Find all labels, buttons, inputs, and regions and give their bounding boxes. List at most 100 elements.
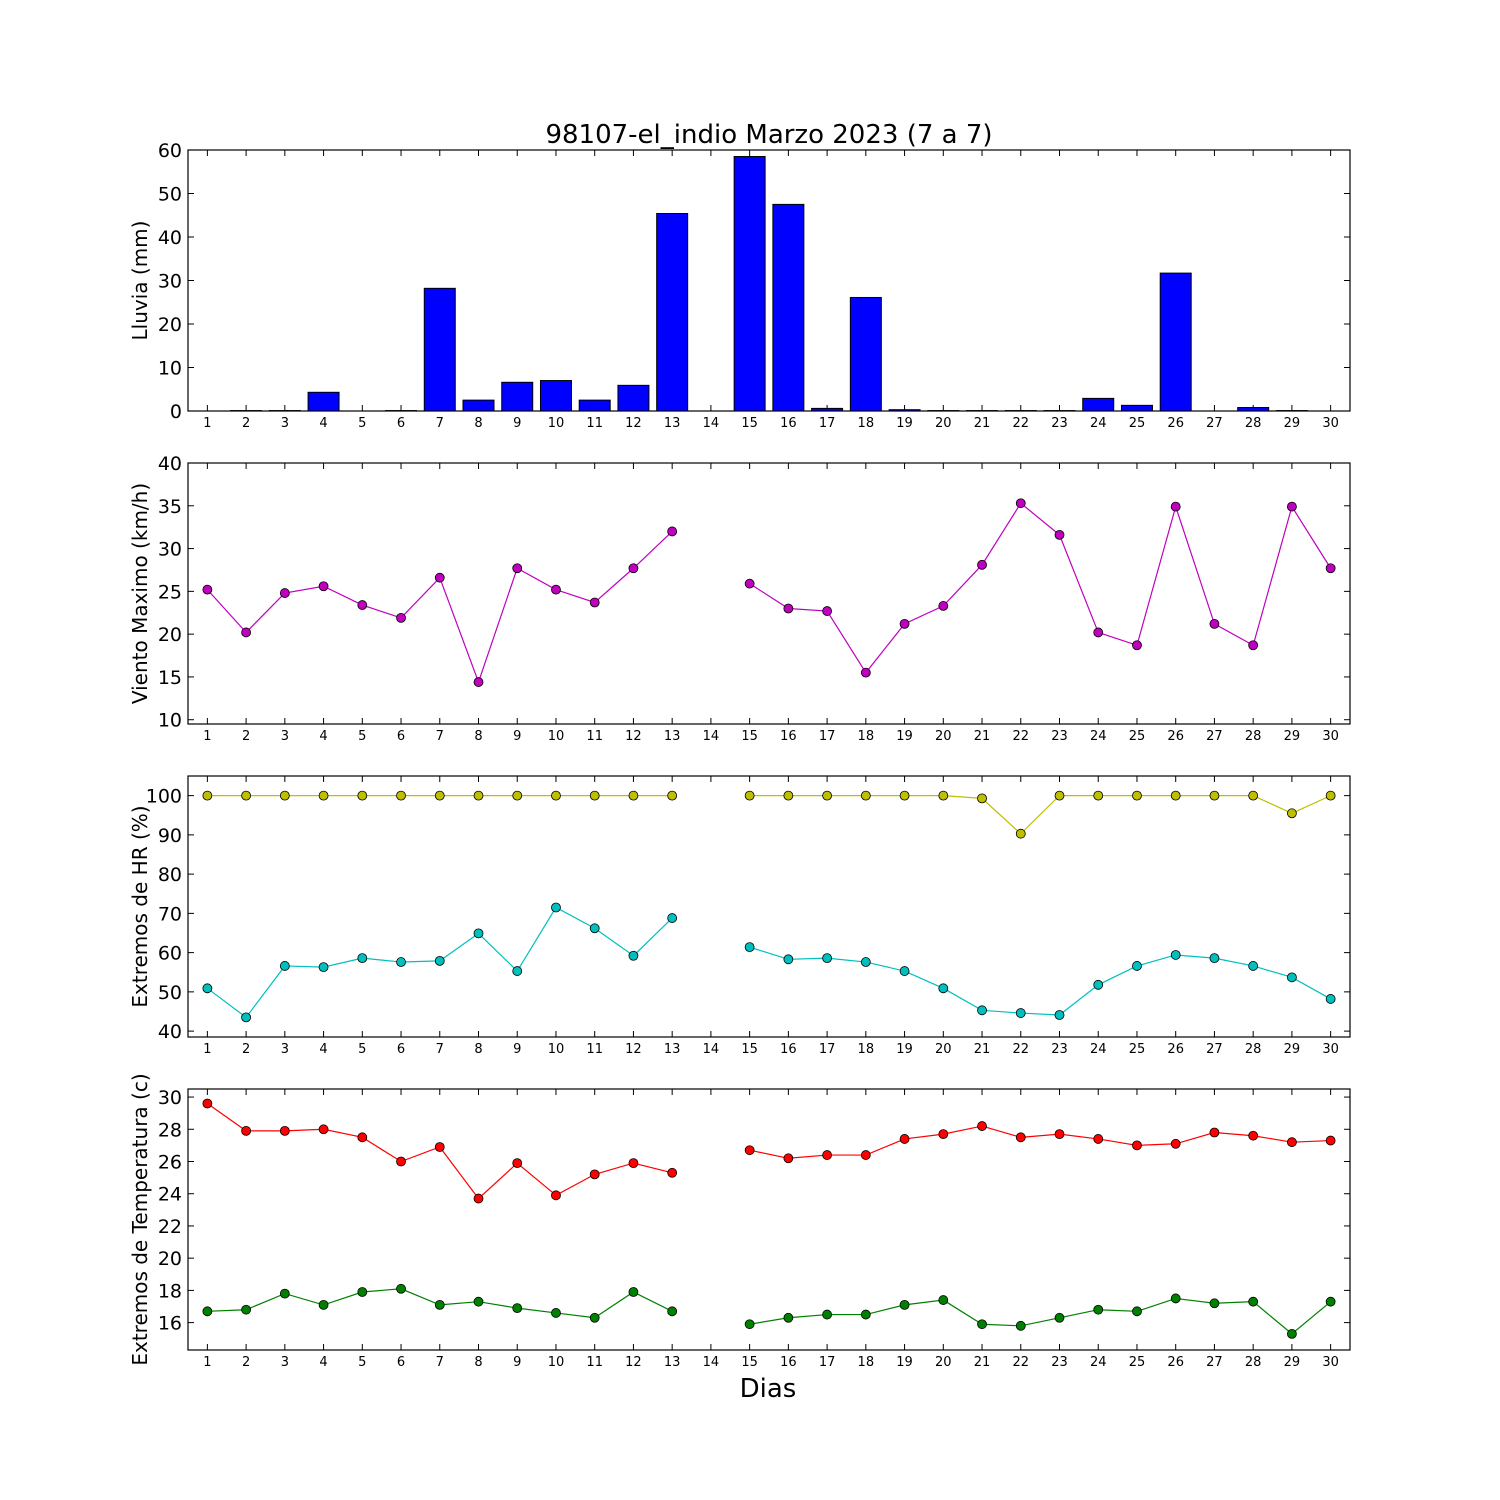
data-point	[434, 1299, 445, 1310]
x-tick-label: 27	[1206, 1355, 1223, 1370]
data-point	[1054, 1010, 1065, 1020]
data-point	[1287, 808, 1297, 819]
x-tick-label: 28	[1245, 416, 1262, 431]
x-tick-label: 20	[935, 1042, 952, 1057]
data-point	[1093, 627, 1104, 638]
x-tick-label: 10	[548, 1042, 565, 1057]
data-point	[551, 790, 561, 801]
x-tick-label: 2	[242, 416, 250, 431]
data-point	[1093, 1134, 1104, 1144]
data-point	[1132, 1140, 1142, 1151]
data-point	[1325, 563, 1336, 574]
data-point	[1325, 790, 1336, 801]
x-tick-label: 19	[896, 1042, 913, 1057]
data-point	[434, 790, 445, 801]
x-tick-label: 18	[858, 729, 875, 744]
x-tick-label: 23	[1051, 729, 1068, 744]
bar	[462, 399, 495, 412]
data-point	[512, 966, 523, 976]
x-tick-label: 4	[319, 1042, 327, 1057]
x-tick-label: 13	[664, 729, 681, 744]
x-tick-label: 26	[1167, 416, 1184, 431]
x-tick-label: 11	[586, 1042, 603, 1057]
x-tick-label: 23	[1051, 1355, 1068, 1370]
data-point	[473, 1193, 484, 1204]
x-tick-label: 19	[896, 1355, 913, 1370]
x-tick-label: 20	[935, 729, 952, 744]
data-point	[938, 983, 949, 994]
data-point	[744, 578, 755, 589]
y-tick-label: 10	[158, 358, 182, 380]
data-point	[1093, 979, 1104, 990]
data-point	[628, 950, 639, 961]
x-tick-label: 4	[319, 729, 327, 744]
x-tick-label: 16	[780, 1355, 797, 1370]
data-point	[1248, 790, 1259, 801]
data-point	[783, 603, 794, 614]
data-point	[512, 1158, 523, 1169]
x-tick-label: 25	[1129, 729, 1146, 744]
x-tick-label: 11	[586, 1355, 603, 1370]
y-tick-label: 80	[158, 864, 182, 886]
data-point	[1248, 961, 1259, 971]
x-tick-label: 21	[974, 416, 991, 431]
x-tick-label: 13	[664, 416, 681, 431]
y-tick-label: 70	[158, 903, 182, 925]
series-line	[749, 946, 1331, 1016]
data-point	[1287, 501, 1297, 512]
x-tick-label: 23	[1051, 1042, 1068, 1057]
data-point	[551, 902, 561, 913]
data-point	[1170, 1293, 1181, 1304]
data-point	[860, 790, 871, 801]
series-line	[749, 502, 1332, 674]
bar	[772, 203, 805, 412]
x-tick-label: 20	[935, 1355, 952, 1370]
x-tick-label: 28	[1245, 1042, 1262, 1057]
x-tick-label: 19	[896, 416, 913, 431]
x-tick-label: 20	[935, 416, 952, 431]
data-point	[860, 957, 871, 967]
data-point	[279, 961, 290, 971]
data-point	[977, 1319, 987, 1330]
bar	[849, 296, 882, 412]
data-point	[860, 667, 871, 678]
data-point	[512, 563, 523, 574]
chart-title: 98107-el_indio Marzo 2023 (7 a 7)	[545, 120, 992, 150]
y-tick-label: 60	[158, 943, 182, 965]
x-tick-label: 26	[1167, 1042, 1184, 1057]
x-tick-label: 17	[819, 1355, 836, 1370]
data-point	[473, 1296, 484, 1307]
data-point	[1287, 1137, 1297, 1148]
data-point	[1015, 1320, 1026, 1331]
bar	[539, 380, 572, 412]
data-point	[318, 1124, 329, 1135]
y-tick-label: 24	[158, 1184, 182, 1206]
data-point	[589, 923, 600, 934]
y-tick-label: 30	[158, 1087, 182, 1109]
data-point	[1248, 1296, 1259, 1307]
x-tick-label: 14	[703, 416, 720, 431]
y-tick-label: 30	[158, 539, 182, 561]
x-tick-label: 25	[1129, 416, 1146, 431]
x-tick-label: 8	[474, 729, 482, 744]
x-tick-label: 6	[397, 729, 405, 744]
x-tick-label: 21	[974, 1355, 991, 1370]
data-point	[357, 1287, 368, 1297]
x-tick-label: 30	[1322, 1355, 1339, 1370]
bar	[307, 391, 340, 412]
data-point	[357, 600, 368, 610]
x-tick-label: 6	[397, 416, 405, 431]
x-tick-label: 10	[548, 729, 565, 744]
x-tick-label: 7	[436, 1042, 444, 1057]
data-point	[589, 1169, 600, 1180]
data-point	[202, 983, 213, 994]
x-tick-label: 7	[436, 729, 444, 744]
y-tick-label: 20	[158, 314, 182, 336]
y-tick-label: 0	[170, 401, 182, 423]
x-tick-label: 8	[474, 1355, 482, 1370]
x-tick-label: 17	[819, 1042, 836, 1057]
data-point	[1209, 953, 1220, 964]
data-point	[1287, 972, 1297, 983]
x-tick-label: 4	[319, 1355, 327, 1370]
